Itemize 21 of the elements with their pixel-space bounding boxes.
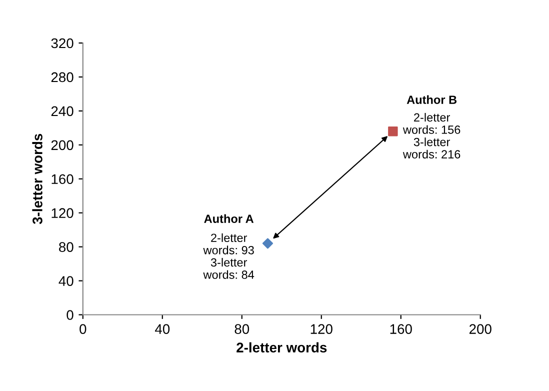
y-tick-label: 40 — [58, 276, 74, 286]
x-axis-title: 2-letter words — [236, 342, 327, 352]
y-tick-label: 160 — [52, 174, 74, 184]
y-tick-label: 280 — [51, 72, 74, 82]
y-tick-label: 0 — [66, 310, 74, 320]
y-tick-label: 120 — [52, 208, 74, 218]
annotation: 2-letter words: 93 3-letter words: 84 — [203, 233, 254, 279]
y-tick-label: 240 — [51, 106, 74, 116]
x-tick-label: 80 — [234, 324, 250, 334]
x-tick-label: 40 — [154, 324, 170, 334]
y-tick-label: 80 — [59, 242, 74, 252]
annotation: 2-letter words: 156 3-letter words: 216 — [402, 112, 460, 158]
x-tick-label: 0 — [80, 324, 86, 334]
series-label: Author A — [204, 214, 254, 223]
y-tick-label: 200 — [51, 140, 74, 150]
x-tick-label: 120 — [310, 324, 332, 334]
y-tick-label: 320 — [51, 38, 74, 48]
x-tick-label: 200 — [469, 324, 492, 334]
x-tick-label: 160 — [390, 324, 412, 334]
text: Author B — [406, 95, 457, 104]
y-axis-title: 3-letter words — [32, 134, 42, 224]
